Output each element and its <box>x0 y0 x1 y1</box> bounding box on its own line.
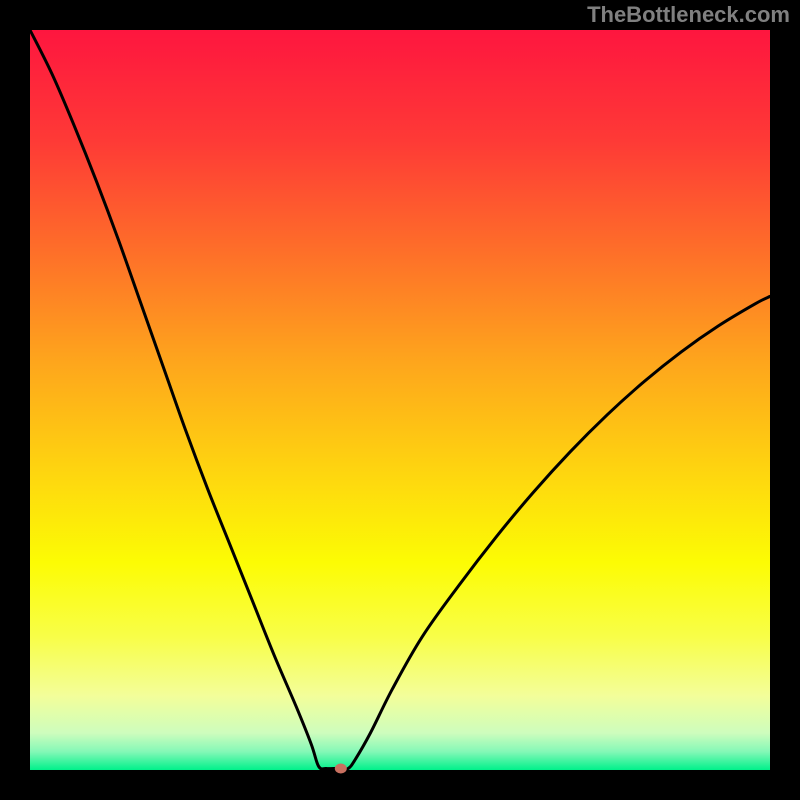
chart-container: TheBottleneck.com <box>0 0 800 800</box>
bottleneck-chart <box>0 0 800 800</box>
curve-minimum-marker <box>335 764 347 774</box>
chart-background <box>30 30 770 770</box>
watermark-label: TheBottleneck.com <box>587 2 790 28</box>
